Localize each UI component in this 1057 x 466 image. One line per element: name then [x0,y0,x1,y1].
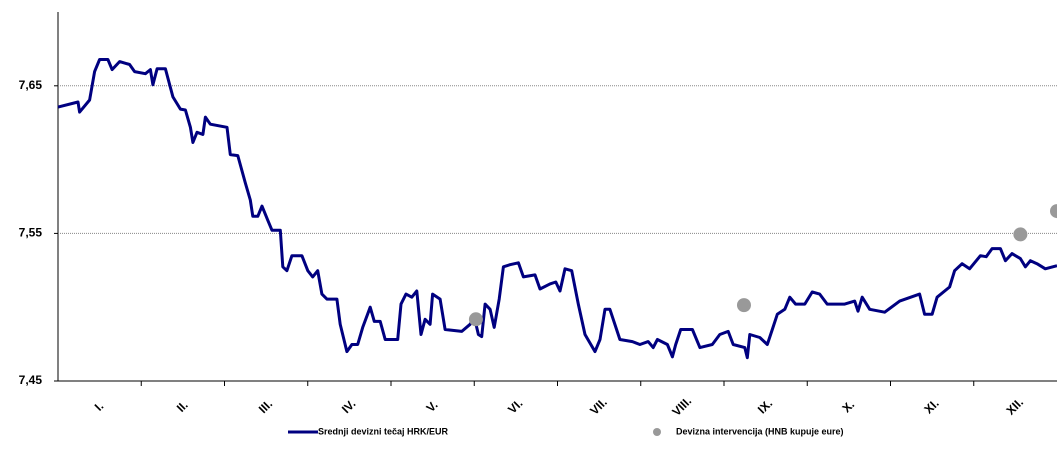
legend-label: Srednji devizni tečaj HRK/EUR [318,426,449,436]
x-tick-label: XII. [1003,395,1026,418]
scatter-point [736,298,751,313]
scatter-point [468,312,483,327]
x-tick-label: VI. [505,396,525,416]
y-tick-label: 7,55 [19,226,43,240]
x-tick-label: II. [174,398,191,415]
x-tick-label: VII. [587,395,610,418]
scatter-point [1050,204,1057,219]
x-tick-label: IX. [755,396,775,416]
x-tick-label: X. [839,397,857,415]
x-tick-label: VIII. [669,394,694,419]
line-series [57,58,1057,360]
x-tick-label: I. [92,399,107,414]
x-tick-label: XI. [921,396,941,416]
scatter-point [1013,227,1028,242]
legend-swatch [653,428,661,436]
x-tick-label: V. [423,398,440,415]
x-tick-label: III. [256,397,275,416]
legend-label: Devizna intervencija (HNB kupuje eure) [676,426,844,436]
x-tick-label: IV. [339,397,359,417]
y-tick-label: 7,65 [19,78,43,92]
y-tick-label: 7,45 [19,373,43,387]
